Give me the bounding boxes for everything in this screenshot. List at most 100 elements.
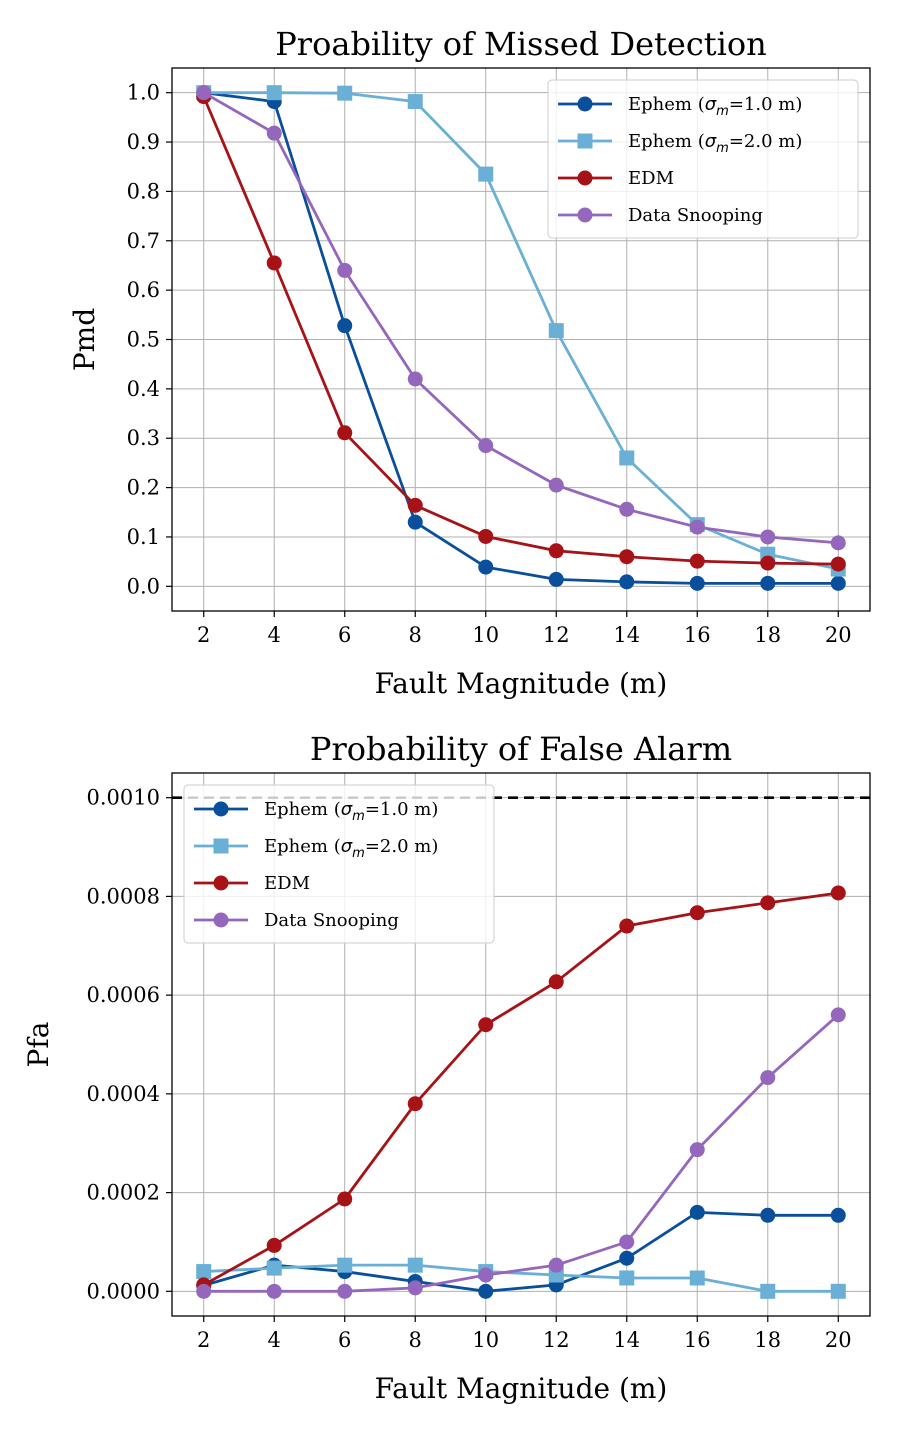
data-point [478,528,494,544]
x-tick-label: 6 [338,623,351,647]
legend: Ephem (σm=1.0 m) Ephem (σm=2.0 m) EDM Data … [183,784,495,944]
series-line [203,1013,840,1293]
series-ephem-2 [196,1257,846,1299]
legend-label: EDM [628,168,674,189]
x-tick-label: 20 [825,1328,852,1352]
y-tick-label: 1.0 [127,81,160,105]
data-point [478,438,494,454]
data-point [478,559,494,575]
series-line [203,891,839,1287]
data-point [619,918,635,934]
y-tick-label: 0.9 [127,130,160,154]
ticks: 2 4 6 8 10 12 14 16 18 20 0.0000 0.0002 0.0004 0.0006… [87,786,852,1352]
data-point [830,575,846,591]
data-point [266,125,282,141]
legend-marker [577,96,593,112]
chart-title: Proability of Missed Detection [275,25,766,63]
data-point [619,574,635,590]
legend-label: Ephem (σm=1.0 m) [628,94,802,119]
data-point [266,1260,282,1276]
legend-marker [213,875,229,891]
y-tick-label: 0.7 [127,229,160,253]
data-point [407,514,423,530]
x-tick-label: 12 [543,623,570,647]
x-tick-label: 14 [613,1328,640,1352]
data-point [619,549,635,565]
series-edm [196,885,846,1293]
legend-label: Data Snooping [628,205,763,226]
data-point [266,1283,282,1299]
x-tick-label: 4 [268,623,281,647]
data-point [548,974,564,990]
x-tick-label: 4 [268,1328,281,1352]
legend-marker [577,207,593,223]
legend-entry: Ephem (σm=1.0 m) [558,94,802,119]
data-point [619,1250,635,1266]
series-ephem-1 [196,1204,846,1299]
data-point [830,556,846,572]
data-point [548,571,564,587]
y-tick-label: 0.8 [127,179,160,203]
chart-title: Probability of False Alarm [310,730,732,768]
y-axis-label: Pmd [68,308,101,371]
data-point [407,371,423,387]
data-point [689,519,705,535]
data-point [830,885,846,901]
y-tick-label: 0.0002 [87,1181,160,1205]
series-line [203,1210,839,1293]
legend-marker [213,912,229,928]
legend-box [183,784,495,944]
data-point [548,323,564,339]
series-snooping [196,85,846,551]
plot-frame [171,772,871,1317]
data-point [689,905,705,921]
data-point [478,1267,494,1283]
data-point [760,1070,776,1086]
y-tick-label: 0.0000 [87,1279,160,1303]
data-point [337,1191,353,1207]
data-point [196,85,212,101]
y-tick-label: 0.0010 [87,786,160,810]
x-tick-label: 2 [197,623,210,647]
legend-label: EDM [264,873,310,894]
legend-label: Ephem (σm=2.0 m) [264,836,438,861]
data-point [760,895,776,911]
x-axis-label: Fault Magnitude (m) [375,667,668,700]
data-point [760,1283,776,1299]
data-point [689,1204,705,1220]
x-tick-label: 16 [684,623,711,647]
data-point [266,255,282,271]
data-point [548,1257,564,1273]
data-point [337,318,353,334]
data-point [478,1017,494,1033]
legend: Ephem (σm=1.0 m) Ephem (σm=2.0 m) EDM Data … [547,79,859,239]
data-point [548,477,564,493]
legend-label: Ephem (σm=2.0 m) [628,131,802,156]
data-point [689,575,705,591]
legend-entry: Data Snooping [558,205,763,226]
y-tick-label: 0.0006 [87,983,160,1007]
data-point [689,1142,705,1158]
legend-entry: Ephem (σm=1.0 m) [194,799,438,824]
legend-entry: EDM [558,168,674,189]
data-point [619,501,635,517]
data-point [548,543,564,559]
data-point [689,553,705,569]
data-point [619,450,635,466]
y-tick-label: 0.3 [127,426,160,450]
y-tick-label: 0.0 [127,574,160,598]
x-tick-label: 10 [472,623,499,647]
data-point [407,1257,423,1273]
data-point [830,535,846,551]
data-point [337,85,353,101]
x-tick-label: 6 [338,1328,351,1352]
data-point [760,575,776,591]
x-tick-label: 18 [754,623,781,647]
legend-label: Ephem (σm=1.0 m) [264,799,438,824]
data-point [760,1207,776,1223]
legend-box [547,79,859,239]
data-point [337,425,353,441]
data-point [337,262,353,278]
x-tick-label: 2 [197,1328,210,1352]
series-line [203,91,839,571]
